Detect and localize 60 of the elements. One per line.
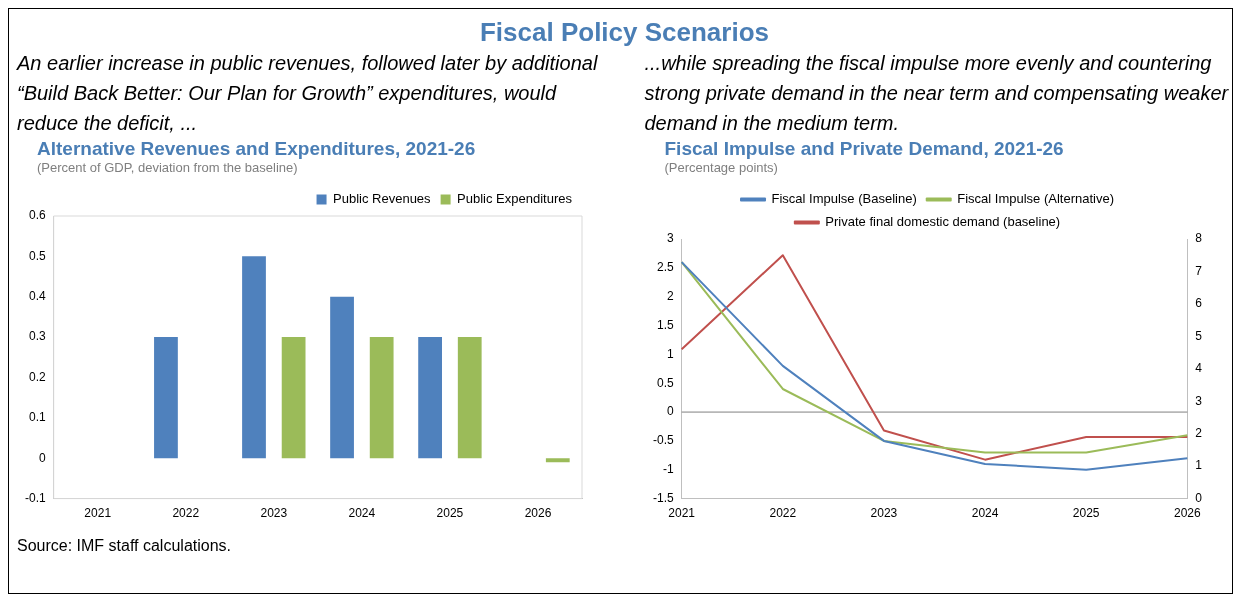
y-tick-label: 3 bbox=[666, 231, 674, 246]
x-tick-label: 2026 bbox=[1173, 506, 1201, 521]
y2-tick-label: 6 bbox=[1194, 296, 1202, 311]
y2-tick-label: 5 bbox=[1194, 328, 1202, 343]
y2-tick-label: 8 bbox=[1194, 231, 1202, 246]
legend-label: Public Revenues bbox=[333, 191, 432, 207]
chart-subtitle: (Percentage points) bbox=[664, 160, 779, 175]
chart-title: Alternative Revenues and Expenditures, 2021-26 bbox=[37, 138, 477, 160]
x-tick-label: 2021 bbox=[667, 506, 695, 521]
y2-tick-label: 1 bbox=[1194, 458, 1202, 473]
x-tick-label: 2026 bbox=[524, 506, 552, 521]
y-tick-label: 2 bbox=[666, 289, 674, 303]
y-tick-label: 1.5 bbox=[656, 317, 674, 332]
x-tick-label: 2022 bbox=[172, 506, 200, 521]
y-tick-label: -1.5 bbox=[652, 490, 674, 505]
x-tick-label: 2023 bbox=[260, 506, 288, 521]
y-tick-label: -0.5 bbox=[652, 433, 674, 448]
bar bbox=[418, 337, 442, 459]
bar bbox=[154, 337, 178, 459]
chart-subtitle: (Percent of GDP, deviation from the baseline) bbox=[37, 160, 299, 175]
y-tick-label: 0 bbox=[666, 404, 674, 419]
legend-label: Fiscal Impulse (Alternative) bbox=[956, 191, 1114, 207]
x-tick-label: 2023 bbox=[870, 506, 898, 521]
chart-title: Fiscal Impulse and Private Demand, 2021-26 bbox=[664, 138, 1065, 160]
bar bbox=[281, 337, 306, 459]
y-tick-label: 0.2 bbox=[28, 369, 46, 384]
text: Fiscal Policy Scenarios bbox=[479, 17, 770, 47]
legend-label: Public Expenditures bbox=[457, 191, 573, 207]
y-tick-label: 1 bbox=[666, 346, 674, 361]
y-tick-label: -0.1 bbox=[24, 490, 46, 505]
y-tick-label: 0 bbox=[38, 450, 46, 465]
bar bbox=[545, 458, 570, 463]
y-tick-label: 0.6 bbox=[28, 208, 46, 223]
y2-tick-label: 7 bbox=[1194, 263, 1202, 278]
y2-tick-label: 0 bbox=[1194, 490, 1202, 505]
x-tick-label: 2024 bbox=[971, 506, 999, 521]
x-tick-label: 2022 bbox=[768, 506, 796, 521]
y2-tick-label: 4 bbox=[1194, 361, 1202, 376]
y2-tick-label: 3 bbox=[1194, 393, 1202, 408]
bar bbox=[242, 256, 266, 459]
y2-tick-label: 2 bbox=[1194, 426, 1202, 441]
y-tick-label: -1 bbox=[662, 462, 674, 477]
text: An earlier increase in public revenues, followed later by additional “Build Back Better: Our Plan for Growth” expenditures, would reduce the deficit, ... bbox=[17, 51, 599, 136]
y-tick-label: 2.5 bbox=[656, 260, 674, 275]
y-tick-label: 0.3 bbox=[28, 329, 46, 344]
x-tick-label: 2024 bbox=[348, 506, 376, 521]
x-tick-label: 2025 bbox=[436, 506, 464, 521]
legend-label: Fiscal Impulse (Baseline) bbox=[771, 191, 917, 207]
bar bbox=[330, 296, 354, 459]
text: ...while spreading the fiscal impulse more evenly and countering strong private demand in the near term and compensating weaker demand in the medium term. bbox=[644, 51, 1230, 136]
x-tick-label: 2021 bbox=[84, 506, 112, 521]
bar bbox=[457, 337, 482, 459]
x-tick-label: 2025 bbox=[1072, 506, 1100, 521]
y-tick-label: 0.1 bbox=[28, 410, 46, 425]
bar bbox=[369, 337, 394, 459]
source-note: Source: IMF staff calculations. bbox=[17, 537, 232, 555]
y-tick-label: 0.4 bbox=[28, 289, 46, 304]
y-tick-label: 0.5 bbox=[28, 248, 46, 263]
y-tick-label: 0.5 bbox=[656, 375, 674, 390]
legend-label: Private final domestic demand (baseline) bbox=[824, 214, 1060, 230]
